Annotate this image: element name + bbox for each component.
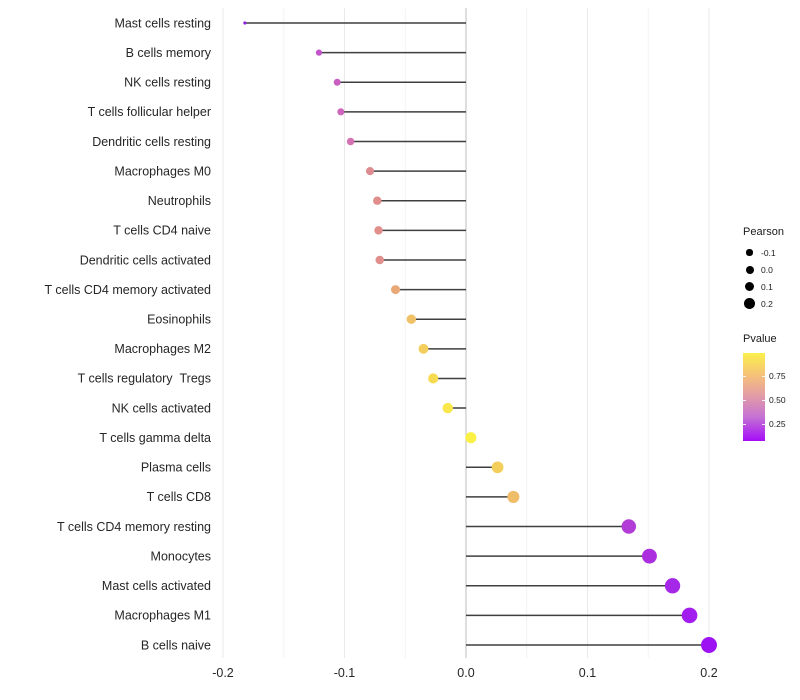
x-axis-tick-label: 0.1 — [579, 666, 596, 680]
y-axis-label: Eosinophils — [147, 313, 211, 327]
data-point — [701, 637, 717, 653]
x-axis-tick-label: -0.2 — [212, 666, 234, 680]
y-axis-label: Neutrophils — [148, 194, 211, 208]
data-point — [491, 461, 504, 474]
pvalue-tick-mark — [762, 375, 765, 377]
pvalue-tick-mark — [743, 424, 746, 426]
y-axis-label: Macrophages M2 — [114, 342, 211, 356]
y-axis-label: Macrophages M0 — [114, 164, 211, 178]
data-point — [373, 196, 382, 205]
y-axis-label: T cells CD8 — [147, 490, 211, 504]
data-point — [428, 373, 439, 384]
data-point — [418, 343, 429, 354]
data-point — [664, 578, 681, 594]
data-point — [375, 255, 384, 265]
y-axis-label: NK cells resting — [124, 76, 211, 90]
y-axis-label: T cells gamma delta — [99, 431, 211, 445]
size-legend-dot-icon — [745, 265, 754, 274]
data-point — [406, 314, 417, 324]
y-axis-label: Dendritic cells resting — [92, 135, 211, 149]
data-point — [621, 519, 637, 534]
y-axis-label: Macrophages M1 — [114, 609, 211, 623]
size-legend-dot-icon — [744, 281, 755, 292]
size-legend-key — [743, 298, 756, 309]
data-point — [465, 432, 477, 444]
data-point — [442, 402, 454, 414]
data-point — [507, 490, 520, 503]
pvalue-gradient-wrap: 0.75 0.50 0.25 — [743, 353, 786, 441]
size-legend-key — [743, 265, 756, 274]
color-legend-title: Pvalue — [743, 333, 777, 345]
pvalue-tick-mark — [762, 399, 765, 401]
x-axis-tick-label: 0.2 — [700, 666, 717, 680]
size-legend-item: 0.2 — [743, 295, 784, 312]
size-legend-items: -0.1 0.0 0.1 0.2 — [743, 244, 784, 312]
y-axis-label: Mast cells resting — [114, 16, 211, 30]
y-axis-label: Mast cells activated — [102, 579, 211, 593]
size-legend-item: -0.1 — [743, 244, 784, 261]
data-point — [243, 21, 247, 25]
y-axis-label: T cells regulatory Tregs — [78, 372, 211, 386]
size-legend-dot-icon — [744, 298, 755, 309]
size-legend: Pearson -0.1 0.0 0.1 0.2 — [743, 226, 784, 312]
data-point — [315, 49, 323, 56]
y-axis-label: Dendritic cells activated — [80, 253, 211, 267]
data-point — [333, 78, 341, 86]
data-point — [391, 285, 401, 295]
size-legend-label: -0.1 — [761, 247, 776, 258]
size-legend-key — [743, 281, 756, 292]
y-axis-label: NK cells activated — [112, 401, 211, 415]
pvalue-tick-label: 0.50 — [769, 394, 786, 405]
size-legend-label: 0.1 — [761, 281, 773, 292]
size-legend-title: Pearson — [743, 226, 784, 238]
data-point — [346, 137, 355, 146]
x-axis-tick-label: 0.0 — [457, 666, 474, 680]
pvalue-gradient-bar — [743, 353, 765, 441]
data-point — [374, 226, 383, 235]
size-legend-label: 0.0 — [761, 264, 773, 275]
y-axis-label: B cells memory — [126, 46, 212, 60]
data-point — [337, 108, 345, 116]
pvalue-tick-mark — [743, 375, 746, 377]
pvalue-tick-mark — [743, 399, 746, 401]
y-axis-label: B cells naive — [141, 638, 211, 652]
y-axis-label: Monocytes — [151, 549, 211, 563]
size-legend-key — [743, 249, 756, 256]
y-axis-label: T cells CD4 naive — [113, 224, 211, 238]
pvalue-tick-label: 0.75 — [769, 370, 786, 381]
size-legend-item: 0.1 — [743, 278, 784, 295]
y-axis-label: T cells follicular helper — [88, 105, 211, 119]
data-point — [681, 607, 698, 624]
y-axis-label: Plasma cells — [141, 461, 211, 475]
data-point — [642, 548, 657, 564]
y-axis-label: T cells CD4 memory resting — [57, 520, 211, 534]
data-point — [365, 167, 375, 176]
y-axis-label: T cells CD4 memory activated — [45, 283, 212, 297]
size-legend-label: 0.2 — [761, 298, 773, 309]
size-legend-item: 0.0 — [743, 261, 784, 278]
pvalue-tick-mark — [762, 424, 765, 426]
color-legend: Pvalue 0.75 0.50 0.25 — [743, 333, 786, 441]
pvalue-tick-label: 0.25 — [769, 419, 786, 430]
x-axis-tick-label: -0.1 — [334, 666, 356, 680]
size-legend-dot-icon — [746, 249, 753, 256]
